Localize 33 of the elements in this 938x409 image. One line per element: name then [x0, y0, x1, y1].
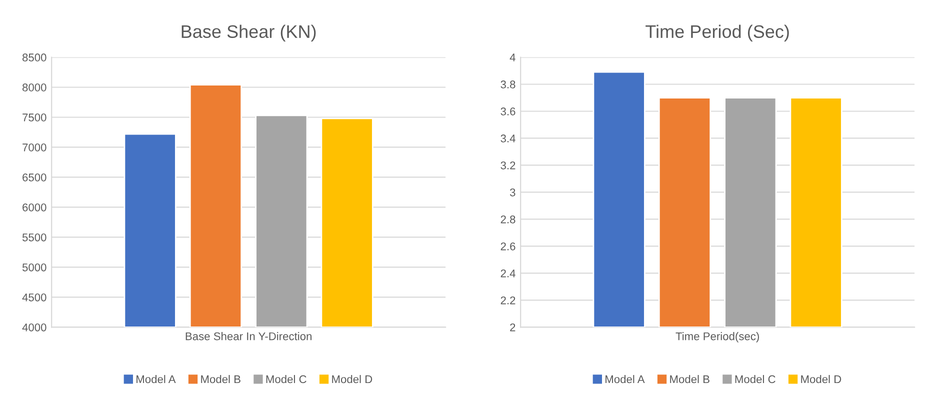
y-tick-label: 2.2 [500, 296, 516, 304]
y-tick-label: 7000 [22, 144, 46, 152]
y-tick-label: 3 [510, 188, 516, 196]
legend-label: Model C [735, 374, 776, 384]
y-tick-label: 3.2 [500, 162, 516, 170]
y-tick-label: 2.6 [500, 242, 516, 250]
y-tick-label: 4500 [22, 293, 46, 302]
y-tick-label: 7500 [22, 114, 46, 122]
y-tick-label: 2.4 [500, 269, 516, 278]
y-tick-label: 2.8 [500, 215, 516, 224]
chart-title: Time Period (Sec) [646, 24, 789, 42]
y-tick-label: 3.8 [500, 80, 516, 88]
y-tick-label: 3.6 [500, 108, 516, 116]
legend-label: Model B [670, 374, 710, 384]
y-tick-label: 4 [510, 54, 516, 62]
legend-label: Model A [136, 374, 176, 384]
legend-label: Model D [801, 374, 842, 384]
y-tick-label: 8000 [22, 84, 46, 92]
x-tick-label: Time Period(sec) [676, 332, 759, 342]
y-tick-label: 2 [510, 323, 516, 332]
y-tick-label: 8500 [22, 54, 46, 62]
legend-label: Model B [201, 374, 240, 384]
y-tick-label: 5500 [22, 233, 46, 242]
x-tick-label: Base Shear In Y-Direction [186, 332, 312, 340]
legend-label: Model A [606, 374, 645, 384]
legend-label: Model C [266, 374, 306, 384]
y-tick-label: 4000 [22, 323, 46, 332]
y-tick-label: 5000 [22, 263, 46, 272]
y-tick-label: 6000 [22, 203, 46, 212]
chart-title: Base Shear (KN) [182, 24, 316, 42]
y-tick-label: 6500 [22, 174, 46, 182]
legend-label: Model D [332, 374, 372, 384]
y-tick-label: 3.4 [500, 134, 516, 142]
